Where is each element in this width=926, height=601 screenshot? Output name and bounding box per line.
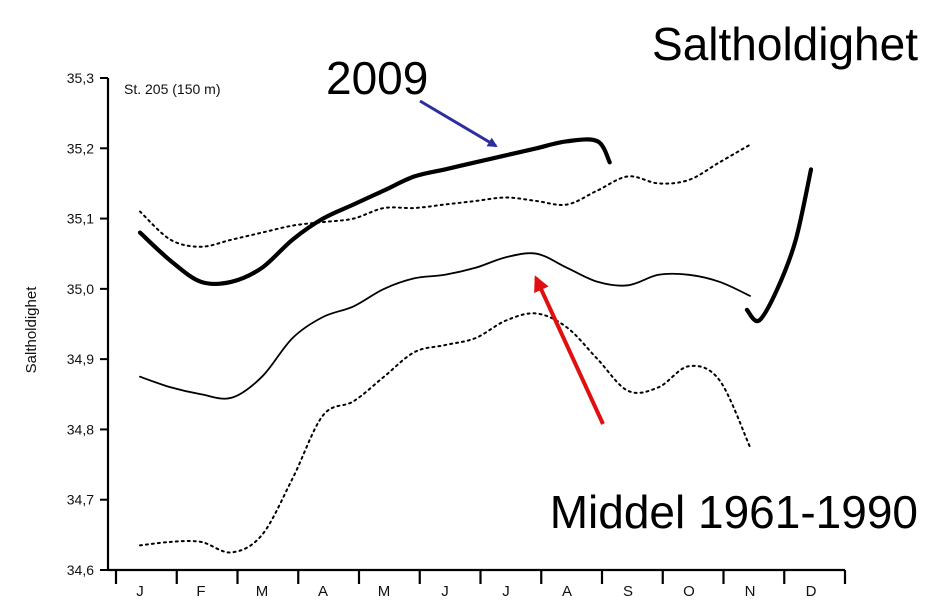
y-axis-label: Saltholdighet [23,286,40,374]
chart-title: Saltholdighet [652,18,918,70]
y-ticks: 34,6 34,7 34,8 34,9 35,0 35,1 35,2 35,3 [67,70,108,578]
series-line-upper [139,143,751,248]
x-tick-label: J [441,583,449,600]
y-tick-label: 35,0 [67,281,94,297]
x-tick-label: D [806,583,817,600]
annotation-mean-arrow [534,275,605,425]
y-tick-label: 35,3 [67,70,94,86]
station-label: St. 205 (150 m) [124,81,221,97]
x-tick-label: N [745,583,756,600]
y-tick-label: 35,1 [67,211,94,227]
annotation-2009-label: 2009 [326,52,428,104]
y-tick-label: 34,6 [67,562,94,578]
x-tick-label: O [683,583,695,600]
series-line-lower [139,312,751,554]
annotation-2009-arrow [419,99,498,148]
x-tick-label: J [136,583,144,600]
y-tick-label: 34,7 [67,492,94,508]
series-layer [137,137,814,554]
x-tick-label: A [562,583,572,600]
x-tick-label: M [256,583,269,600]
y-tick-label: 34,9 [67,351,94,367]
x-tick-label: F [196,583,205,600]
x-tick-label: A [318,583,328,600]
x-tick-label: J [502,583,510,600]
x-tick-label: S [623,583,633,600]
series-line-middel-1961-1990 [139,252,751,400]
series-line-2009 [744,167,814,324]
y-tick-label: 35,2 [67,140,94,156]
annotation-mean-label: Middel 1961-1990 [550,486,918,538]
series-line-2009 [137,137,612,287]
x-tick-label: M [378,583,391,600]
y-tick-label: 34,8 [67,421,94,437]
